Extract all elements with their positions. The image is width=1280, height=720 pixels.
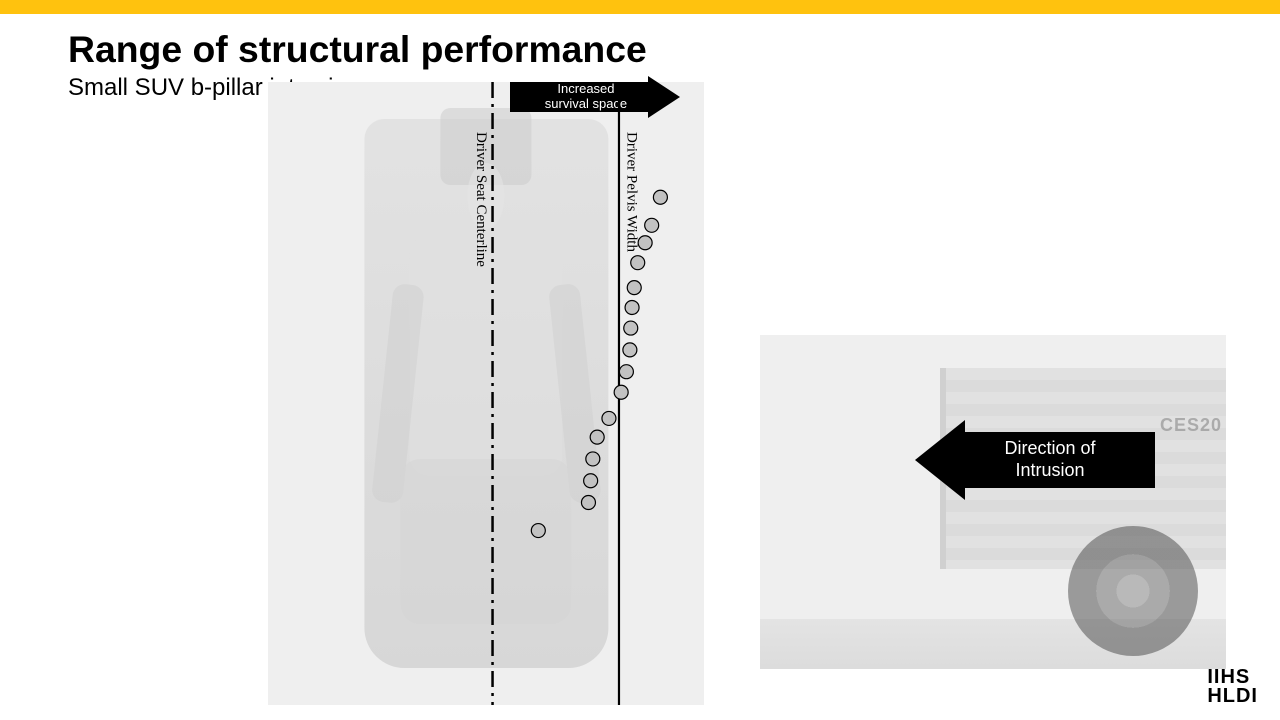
data-point bbox=[623, 343, 637, 357]
data-point bbox=[625, 301, 639, 315]
data-point bbox=[584, 474, 598, 488]
chart-overlay bbox=[268, 82, 704, 705]
iihs-hldi-logo: IIHS HLDI bbox=[1207, 668, 1258, 706]
data-point bbox=[645, 218, 659, 232]
direction-of-intrusion-arrow: Direction of Intrusion bbox=[915, 420, 1155, 500]
logo-line-2: HLDI bbox=[1207, 687, 1258, 706]
data-point bbox=[586, 452, 600, 466]
slide-top-bar bbox=[0, 0, 1280, 14]
direction-text-2: Intrusion bbox=[1015, 460, 1084, 480]
barrier-label: CES20 bbox=[1160, 415, 1222, 436]
data-point bbox=[627, 281, 641, 295]
dummy-photo-panel: Driver Seat Centerline Driver Pelvis Wid… bbox=[268, 82, 704, 705]
scatter-markers bbox=[531, 190, 667, 537]
data-point bbox=[590, 430, 604, 444]
data-point bbox=[653, 190, 667, 204]
barrier-wheel bbox=[1068, 526, 1198, 656]
data-point bbox=[624, 321, 638, 335]
data-point bbox=[619, 365, 633, 379]
data-point bbox=[638, 236, 652, 250]
direction-text-1: Direction of bbox=[1004, 438, 1095, 458]
data-point bbox=[531, 524, 545, 538]
barrier-photo-panel: CES20 bbox=[760, 335, 1226, 669]
data-point bbox=[581, 496, 595, 510]
page-title: Range of structural performance bbox=[68, 28, 647, 71]
data-point bbox=[602, 411, 616, 425]
data-point bbox=[631, 256, 645, 270]
data-point bbox=[614, 385, 628, 399]
